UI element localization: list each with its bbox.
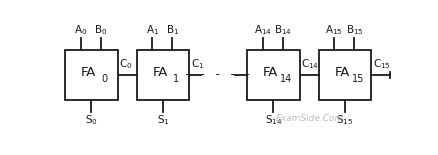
Text: B$_{14}$: B$_{14}$ <box>273 23 291 36</box>
Text: S$_1$: S$_1$ <box>156 113 169 127</box>
Text: S$_0$: S$_0$ <box>85 113 98 127</box>
Text: FA: FA <box>81 66 96 79</box>
Text: 14: 14 <box>279 74 292 84</box>
Text: S$_{14}$: S$_{14}$ <box>264 113 282 127</box>
Bar <box>247 50 299 100</box>
Text: FA: FA <box>152 66 167 79</box>
Text: A$_0$: A$_0$ <box>74 23 87 36</box>
Text: B$_1$: B$_1$ <box>166 23 179 36</box>
Text: 15: 15 <box>351 74 363 84</box>
Bar <box>65 50 117 100</box>
Text: B$_0$: B$_0$ <box>94 23 107 36</box>
Text: ExamSide.Com: ExamSide.Com <box>276 114 343 123</box>
Text: B$_{15}$: B$_{15}$ <box>345 23 363 36</box>
Text: A$_{15}$: A$_{15}$ <box>325 23 343 36</box>
Bar <box>318 50 371 100</box>
Text: A$_{14}$: A$_{14}$ <box>253 23 271 36</box>
Text: S$_{15}$: S$_{15}$ <box>336 113 353 127</box>
Text: C$_0$: C$_0$ <box>119 57 132 71</box>
Text: C$_{14}$: C$_{14}$ <box>300 57 318 71</box>
Text: - - - - -: - - - - - <box>184 68 251 81</box>
Text: FA: FA <box>334 66 349 79</box>
Text: 0: 0 <box>101 74 107 84</box>
Text: C$_1$: C$_1$ <box>190 57 204 71</box>
Text: C$_{15}$: C$_{15}$ <box>372 57 390 71</box>
Text: 1: 1 <box>173 74 178 84</box>
Text: A$_1$: A$_1$ <box>145 23 159 36</box>
Bar <box>136 50 189 100</box>
Text: FA: FA <box>262 66 278 79</box>
